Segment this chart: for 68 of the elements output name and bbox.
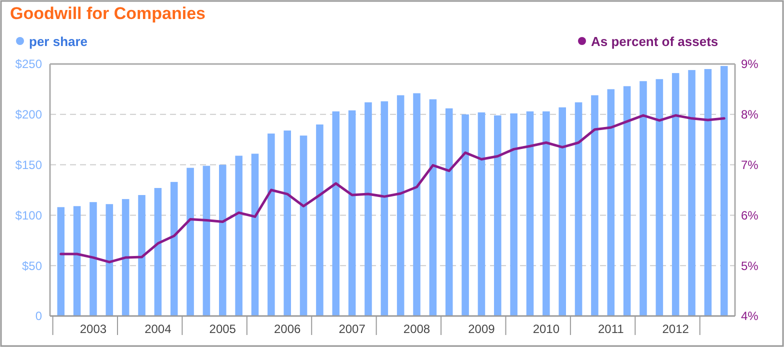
bar bbox=[591, 95, 598, 316]
x-tick-label: 2003 bbox=[80, 322, 107, 336]
x-tick-label: 2011 bbox=[598, 322, 624, 336]
bar bbox=[672, 73, 680, 316]
x-tick-label: 2006 bbox=[274, 322, 302, 336]
bar bbox=[688, 70, 696, 316]
bar bbox=[348, 110, 356, 316]
bar bbox=[494, 115, 502, 316]
x-tick-label: 2009 bbox=[468, 322, 496, 336]
bar bbox=[640, 81, 647, 316]
bar bbox=[186, 168, 194, 316]
y2-tick-label: 7% bbox=[741, 158, 759, 172]
bar bbox=[396, 95, 404, 316]
y-tick-label: $150 bbox=[15, 158, 42, 172]
bar bbox=[656, 79, 664, 316]
bar bbox=[332, 111, 340, 316]
x-tick-label: 2005 bbox=[209, 322, 236, 336]
bar bbox=[574, 102, 582, 316]
x-tick-label: 2010 bbox=[532, 322, 560, 336]
legend-label: per share bbox=[29, 34, 88, 49]
chart-title: Goodwill for Companies bbox=[10, 4, 206, 23]
bar bbox=[413, 93, 420, 316]
line-series bbox=[60, 114, 726, 264]
bar bbox=[219, 164, 226, 316]
bar bbox=[720, 66, 728, 316]
x-tick-label: 2012 bbox=[662, 322, 690, 336]
bar bbox=[284, 130, 291, 316]
legend-label: As percent of assets bbox=[591, 34, 718, 49]
bar bbox=[526, 111, 534, 316]
bar bbox=[57, 207, 65, 316]
bar bbox=[704, 69, 712, 316]
bar bbox=[607, 89, 615, 316]
y-tick-label: $50 bbox=[22, 258, 42, 273]
bar bbox=[268, 134, 275, 316]
bar bbox=[251, 154, 259, 316]
bar bbox=[235, 156, 242, 316]
bar bbox=[154, 188, 162, 316]
bar bbox=[138, 195, 146, 316]
bar bbox=[478, 112, 486, 316]
y-tick-label: $250 bbox=[15, 57, 42, 72]
y2-tick-label: 9% bbox=[741, 57, 759, 72]
bar bbox=[106, 204, 114, 316]
y2-tick-label: 6% bbox=[741, 208, 759, 222]
bar bbox=[462, 114, 469, 316]
y-tick-label: $200 bbox=[15, 108, 42, 122]
bar bbox=[202, 166, 210, 316]
x-tick-label: 2008 bbox=[403, 322, 430, 336]
bar bbox=[170, 182, 178, 316]
bar bbox=[542, 111, 550, 316]
y2-tick-label: 4% bbox=[741, 309, 759, 324]
bar bbox=[122, 199, 130, 316]
bar bbox=[429, 99, 437, 316]
bar bbox=[445, 108, 453, 316]
bar bbox=[558, 107, 566, 316]
bar bbox=[316, 124, 324, 316]
y-tick-label: $100 bbox=[15, 208, 42, 222]
bar bbox=[510, 113, 518, 316]
bar bbox=[380, 101, 388, 316]
x-tick-label: 2007 bbox=[338, 322, 366, 336]
x-tick-label: 2004 bbox=[144, 322, 172, 336]
bar bbox=[300, 136, 308, 316]
bar bbox=[90, 202, 97, 316]
bar bbox=[73, 206, 81, 316]
y2-tick-label: 5% bbox=[741, 258, 759, 273]
bar bbox=[364, 102, 372, 316]
y-tick-label: 0 bbox=[35, 309, 42, 324]
bar bbox=[623, 86, 631, 316]
y2-tick-label: 8% bbox=[741, 108, 759, 122]
